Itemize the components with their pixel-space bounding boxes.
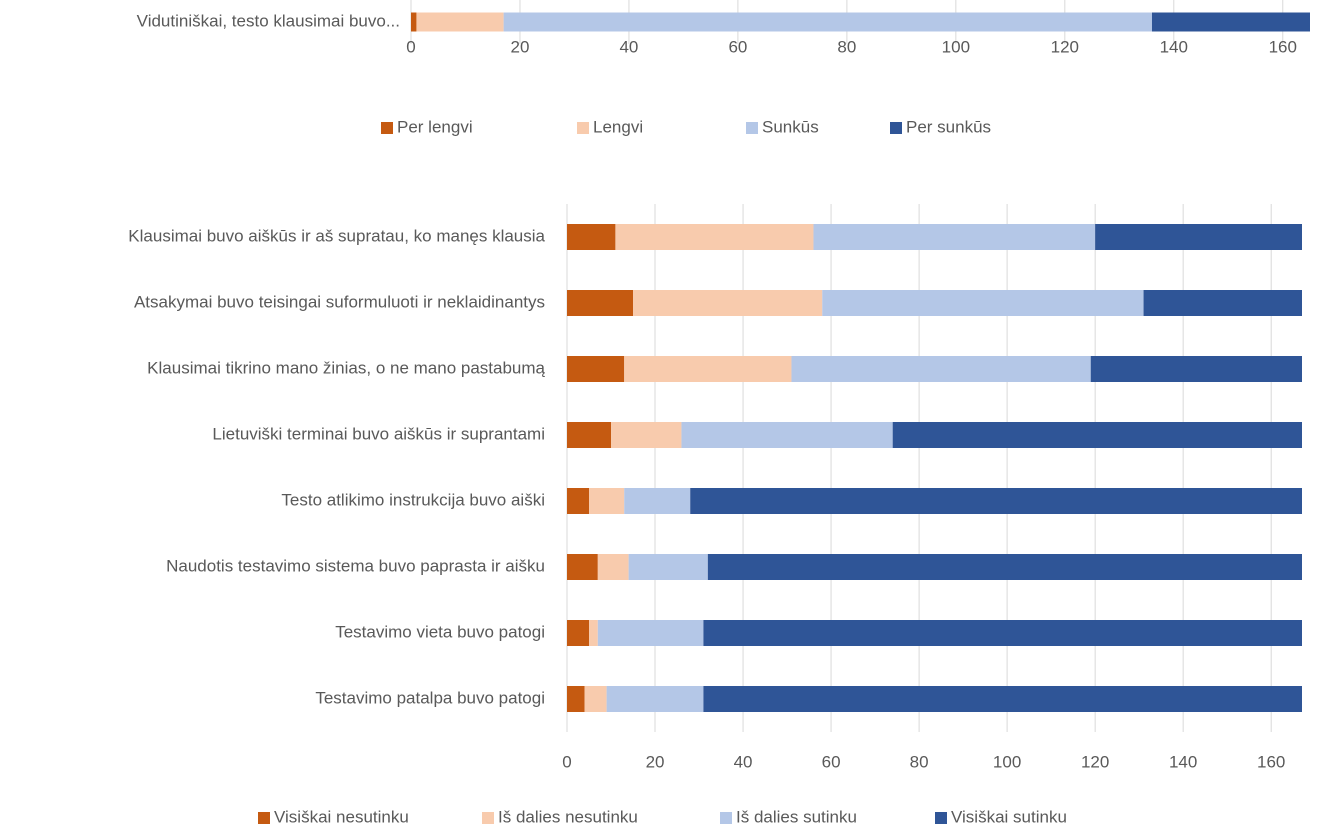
bar-segment xyxy=(584,686,607,712)
bar-segment xyxy=(681,422,893,448)
x-tick-label: 160 xyxy=(1257,752,1285,771)
x-tick-label: 140 xyxy=(1169,752,1197,771)
legend-label: Sunkūs xyxy=(762,117,819,136)
bar-segment xyxy=(606,686,704,712)
x-tick-label: 0 xyxy=(562,752,571,771)
legend-swatch xyxy=(577,122,589,134)
bar-segment xyxy=(567,620,590,646)
bar-segment xyxy=(597,554,629,580)
y-tick-label: Testavimo patalpa buvo patogi xyxy=(315,688,545,707)
legend-swatch xyxy=(381,122,393,134)
x-tick-label: 40 xyxy=(619,37,638,56)
bar-segment xyxy=(690,488,1302,514)
bar-segment xyxy=(411,12,417,32)
bar-segment xyxy=(567,356,625,382)
bar-segment xyxy=(628,554,708,580)
x-tick-label: 60 xyxy=(728,37,747,56)
y-tick-label: Klausimai tikrino mano žinias, o ne mano… xyxy=(147,358,545,377)
x-tick-label: 140 xyxy=(1160,37,1188,56)
bar-segment xyxy=(567,224,616,250)
y-tick-label: Klausimai buvo aiškūs ir aš supratau, ko… xyxy=(128,226,545,245)
x-tick-label: 80 xyxy=(837,37,856,56)
bar-segment xyxy=(1143,290,1302,316)
legend-swatch xyxy=(746,122,758,134)
bar-segment xyxy=(615,224,814,250)
legend-label: Per sunkūs xyxy=(906,117,991,136)
x-tick-label: 20 xyxy=(511,37,530,56)
legend-label: Iš dalies sutinku xyxy=(736,807,857,826)
bar-segment xyxy=(503,12,1152,32)
bar-segment xyxy=(703,686,1302,712)
x-tick-label: 100 xyxy=(993,752,1021,771)
legend-label: Visiškai nesutinku xyxy=(274,807,409,826)
bar-segment xyxy=(567,686,585,712)
bar-segment xyxy=(567,422,612,448)
y-tick-label: Testavimo vieta buvo patogi xyxy=(335,622,545,641)
y-tick-label: Testo atlikimo instrukcija buvo aiški xyxy=(281,490,545,509)
x-tick-label: 80 xyxy=(910,752,929,771)
bar-segment xyxy=(1151,12,1310,32)
x-tick-label: 120 xyxy=(1081,752,1109,771)
legend-swatch xyxy=(935,812,947,824)
bar-segment xyxy=(813,224,1096,250)
x-tick-label: 160 xyxy=(1269,37,1297,56)
bar-segment xyxy=(589,488,625,514)
bar-segment xyxy=(707,554,1302,580)
bar-segment xyxy=(567,290,634,316)
bar-segment xyxy=(611,422,682,448)
y-tick-label: Lietuviški terminai buvo aiškūs ir supra… xyxy=(212,424,545,443)
legend-label: Lengvi xyxy=(593,117,643,136)
x-tick-label: 0 xyxy=(406,37,415,56)
y-tick-label: Naudotis testavimo sistema buvo paprasta… xyxy=(166,556,545,575)
legend-swatch xyxy=(258,812,270,824)
bar-segment xyxy=(791,356,1091,382)
legend-label: Visiškai sutinku xyxy=(951,807,1067,826)
y-tick-label: Vidutiniškai, testo klausimai buvo... xyxy=(137,11,400,30)
y-tick-label: Atsakymai buvo teisingai suformuluoti ir… xyxy=(134,292,545,311)
legend-label: Per lengvi xyxy=(397,117,473,136)
legend-swatch xyxy=(890,122,902,134)
bar-segment xyxy=(567,554,598,580)
bar-segment xyxy=(567,488,590,514)
x-tick-label: 20 xyxy=(646,752,665,771)
bar-segment xyxy=(703,620,1302,646)
bar-segment xyxy=(1095,224,1302,250)
bar-segment xyxy=(1090,356,1302,382)
bar-segment xyxy=(597,620,704,646)
legend-swatch xyxy=(720,812,732,824)
bar-segment xyxy=(633,290,823,316)
legend-label: Iš dalies nesutinku xyxy=(498,807,638,826)
x-tick-label: 120 xyxy=(1051,37,1079,56)
bar-segment xyxy=(624,488,691,514)
x-tick-label: 60 xyxy=(822,752,841,771)
bar-segment xyxy=(589,620,598,646)
bar-segment xyxy=(892,422,1302,448)
legend-swatch xyxy=(482,812,494,824)
bar-segment xyxy=(822,290,1144,316)
x-tick-label: 40 xyxy=(734,752,753,771)
bar-segment xyxy=(416,12,504,32)
bar-segment xyxy=(624,356,792,382)
x-tick-label: 100 xyxy=(942,37,970,56)
